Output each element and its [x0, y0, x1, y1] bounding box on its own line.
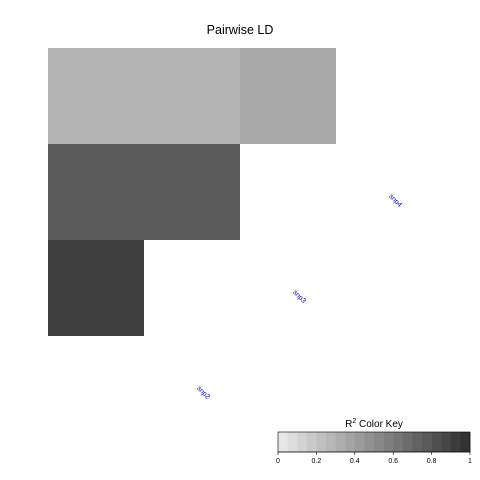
legend-swatch [278, 432, 288, 452]
legend-swatch [450, 432, 461, 452]
ld-cell-snp1-snp3 [48, 144, 144, 240]
legend-tick-label: 0.8 [427, 458, 437, 465]
snp-label-snp2: snp2 [195, 385, 211, 401]
legend-swatch [354, 432, 365, 452]
legend-swatch [393, 432, 404, 452]
legend-tick-label: 1 [468, 458, 472, 465]
legend-title: R2 Color Key [345, 418, 403, 430]
ld-cell-snp1-snp2 [48, 240, 144, 336]
legend-swatch [402, 432, 413, 452]
ld-cell-snp2-snp3 [144, 144, 240, 240]
legend-axis: 0 0.2 0.4 0.6 0.8 1 [276, 451, 472, 465]
legend-swatch [441, 432, 452, 452]
legend-swatch [335, 432, 346, 452]
legend-swatch [306, 432, 317, 452]
legend-swatch [383, 432, 394, 452]
legend-swatch [316, 432, 327, 452]
color-key-legend: R2 Color Key 0 0.2 0.4 0.6 0.8 1 [276, 418, 472, 465]
legend-tick-label: 0.6 [388, 458, 398, 465]
legend-tick-label: 0.2 [312, 458, 322, 465]
legend-swatch [345, 432, 356, 452]
snp-label-snp3: snp3 [291, 289, 307, 305]
legend-swatch [431, 432, 442, 452]
legend-swatch [297, 432, 308, 452]
legend-color-bar [277, 431, 471, 453]
legend-swatch [460, 432, 471, 452]
legend-swatch [374, 432, 384, 452]
snp-label-snp4: snp4 [387, 193, 403, 209]
legend-swatch [422, 432, 432, 452]
legend-tick-label: 0.4 [350, 458, 360, 465]
legend-swatch [326, 432, 336, 452]
legend-swatch [287, 432, 298, 452]
ld-cell-snp2-snp4 [144, 48, 240, 144]
ld-cell-snp1-snp4 [48, 48, 144, 144]
ld-cell-snp3-snp4 [240, 48, 336, 144]
ld-cells [48, 48, 336, 336]
legend-tick-label: 0 [276, 458, 280, 465]
legend-swatch [364, 432, 375, 452]
legend-swatch [412, 432, 423, 452]
chart-title: Pairwise LD [207, 23, 274, 37]
